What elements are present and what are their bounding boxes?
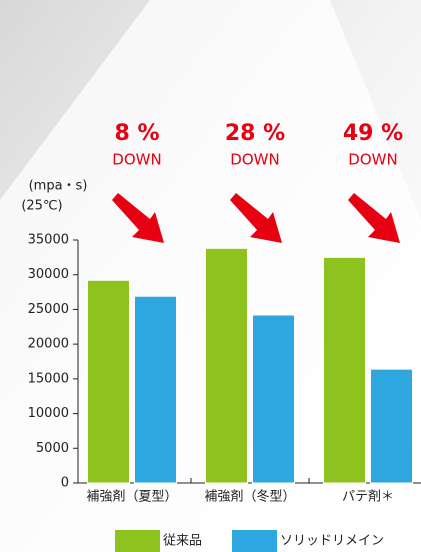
annotation: 49 % bbox=[343, 121, 403, 146]
arrow bbox=[348, 193, 400, 243]
bar bbox=[87, 279, 130, 484]
bar bbox=[370, 368, 413, 484]
bar bbox=[323, 256, 366, 484]
annotation: 8 % bbox=[114, 121, 159, 146]
x-tick-label: パテ剤＊ bbox=[342, 489, 394, 505]
annotation: 28 % bbox=[225, 121, 285, 146]
y-tick-label: 35000 bbox=[28, 233, 69, 248]
x-tick-label: 補強剤（冬型） bbox=[204, 489, 295, 505]
bar bbox=[252, 314, 295, 484]
legend-label: ソリッドリメイン bbox=[280, 534, 384, 549]
annotation-sub: DOWN bbox=[112, 151, 161, 169]
y-tick-label: 15000 bbox=[28, 371, 69, 386]
arrow bbox=[112, 193, 164, 243]
x-tick-label: 補強剤（夏型） bbox=[86, 489, 177, 505]
y-tick-label: 0 bbox=[61, 476, 69, 491]
y-tick-label: 25000 bbox=[28, 302, 69, 317]
y-axis-label: (25℃) bbox=[21, 199, 62, 214]
y-tick-label: 30000 bbox=[28, 267, 69, 282]
bar bbox=[205, 247, 248, 484]
y-axis-label: (mpa・s) bbox=[29, 179, 88, 194]
annotation-sub: DOWN bbox=[348, 151, 397, 169]
legend-label: 従来品 bbox=[163, 534, 202, 549]
y-tick-label: 10000 bbox=[28, 406, 69, 421]
y-tick-label: 20000 bbox=[28, 337, 69, 352]
bar bbox=[134, 295, 177, 484]
arrow bbox=[230, 193, 282, 243]
legend-swatch bbox=[232, 530, 277, 552]
y-tick-label: 5000 bbox=[36, 441, 69, 456]
legend-swatch bbox=[115, 530, 160, 552]
annotation-sub: DOWN bbox=[230, 151, 279, 169]
